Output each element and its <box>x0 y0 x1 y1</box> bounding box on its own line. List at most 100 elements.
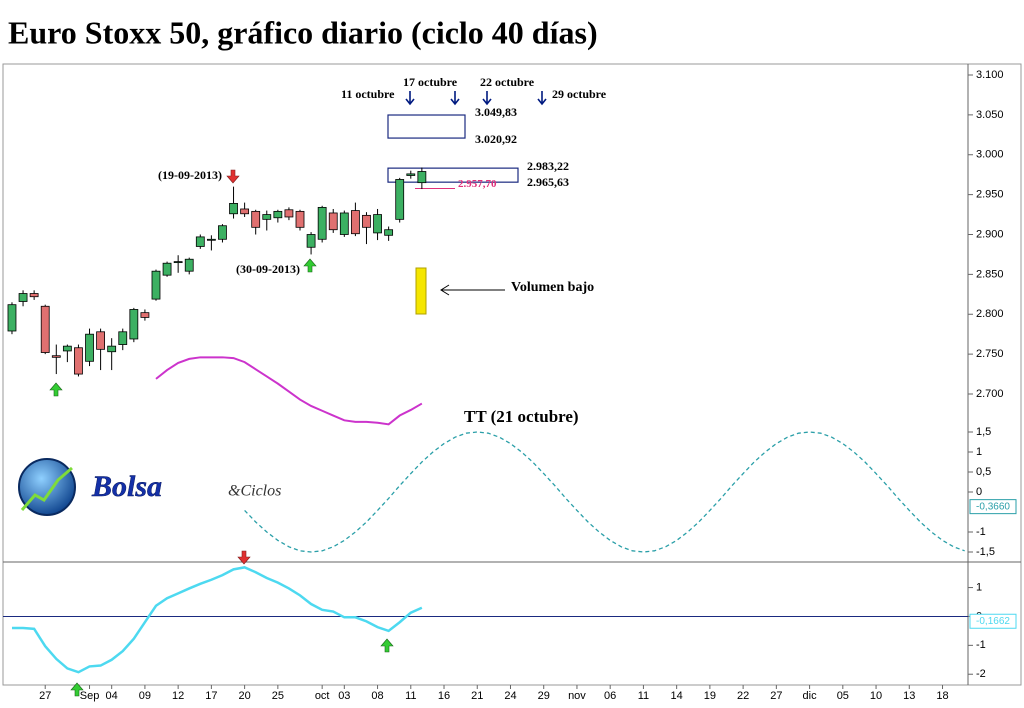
x-tick-label: 22 <box>737 690 749 702</box>
candle-body <box>118 331 128 345</box>
candle-body <box>317 206 327 240</box>
value-tag <box>969 613 1017 629</box>
candle-body <box>284 209 294 218</box>
y-tick-label: 1 <box>976 446 982 458</box>
annotation: 22 octubre <box>480 75 535 89</box>
logo: Bolsa &Ciclos <box>18 458 281 516</box>
x-tick-label: 09 <box>139 690 151 702</box>
x-tick-label: 24 <box>504 690 516 702</box>
candle-body <box>417 171 427 184</box>
logo-name: Bolsa <box>91 470 162 503</box>
annotation: (30-09-2013) <box>236 262 300 276</box>
x-tick-label: 25 <box>272 690 284 702</box>
candle-body <box>295 210 305 228</box>
candle-body <box>251 210 261 228</box>
candle-body <box>262 214 272 220</box>
candle-body <box>373 214 382 234</box>
annotation-arrow <box>440 284 505 296</box>
level-box <box>387 114 466 139</box>
candle-body <box>96 331 106 350</box>
candle-body <box>173 261 183 264</box>
candle-body <box>85 333 94 362</box>
annotation: (19-09-2013) <box>158 168 222 182</box>
level-label: 2.957,70 <box>458 178 497 190</box>
y-tick-label: 2.700 <box>976 388 1004 400</box>
x-tick-label: nov <box>568 690 586 702</box>
x-tick-label: 21 <box>471 690 483 702</box>
plot-frame <box>2 63 1022 686</box>
candle-body <box>339 212 349 235</box>
candle-body <box>62 345 72 352</box>
value-tag-label: -0,3660 <box>976 501 1010 512</box>
candle-body <box>162 262 172 276</box>
cycle-label: TT (21 octubre) <box>464 407 579 426</box>
y-tick-label: -1,5 <box>976 546 995 558</box>
signal-arrows <box>226 169 251 565</box>
y-tick-label: 1,5 <box>976 426 991 438</box>
x-tick-label: 12 <box>172 690 184 702</box>
level-label: 2.965,63 <box>527 175 569 189</box>
candle-body <box>229 202 238 215</box>
candle-body <box>273 210 283 219</box>
annotation: 11 octubre <box>341 87 395 101</box>
y-tick-label: 2.900 <box>976 228 1004 240</box>
x-tick-label: 06 <box>604 690 616 702</box>
candle-body <box>206 238 216 241</box>
y-tick-label: 1 <box>976 581 982 593</box>
volume-highlight <box>415 267 427 315</box>
candle-body <box>7 304 17 332</box>
x-tick-label: oct <box>315 690 330 702</box>
x-tick-label: 19 <box>704 690 716 702</box>
y-tick-label: 3.100 <box>976 69 1004 81</box>
candle-body <box>195 236 205 247</box>
candle-body <box>107 345 117 353</box>
candle-body <box>306 234 316 248</box>
annotation: 29 octubre <box>552 87 607 101</box>
candle-body <box>184 258 194 272</box>
y-tick-label: 0,5 <box>976 466 991 478</box>
candle-body <box>328 212 338 231</box>
y-tick-label: -1 <box>976 526 986 538</box>
candle-body <box>350 210 360 235</box>
x-tick-label: 10 <box>870 690 882 702</box>
level-label: 3.020,92 <box>475 132 517 146</box>
y-tick-label: 0 <box>976 486 982 498</box>
candle-body <box>40 305 50 353</box>
candle-body <box>362 214 371 228</box>
annotation: 17 octubre <box>403 75 458 89</box>
x-tick-label: 04 <box>106 690 118 702</box>
level-label: 3.049,83 <box>475 105 517 119</box>
x-tick-label: 27 <box>770 690 782 702</box>
moving-average <box>155 356 423 426</box>
candle-body <box>406 173 416 176</box>
candle-body <box>51 355 61 358</box>
x-tick-label: 16 <box>438 690 450 702</box>
x-tick-label: dic <box>803 690 818 702</box>
x-tick-label: 18 <box>936 690 948 702</box>
x-tick-label: 20 <box>238 690 250 702</box>
logo-globe <box>18 458 76 516</box>
x-tick-label: 11 <box>405 690 416 702</box>
x-tick-label: Sep <box>80 690 100 702</box>
value-tag <box>969 499 1017 515</box>
level-label: 2.983,22 <box>527 159 569 173</box>
x-tick-label: 03 <box>338 690 350 702</box>
y-tick-label: -2 <box>976 668 986 680</box>
x-tick-label: 13 <box>903 690 915 702</box>
y-tick-label: 2.800 <box>976 308 1004 320</box>
date-arrows <box>405 90 547 105</box>
candle-body <box>218 225 227 240</box>
chart-title: Euro Stoxx 50, gráfico diario (ciclo 40 … <box>8 14 598 50</box>
annotation: Volumen bajo <box>511 280 594 295</box>
x-tick-label: 27 <box>39 690 51 702</box>
candle-body <box>129 309 139 340</box>
candle-body <box>29 293 39 298</box>
y-tick-label: 3.050 <box>976 109 1004 121</box>
candle-body <box>240 208 250 215</box>
candle-body <box>151 270 161 300</box>
x-tick-label: 14 <box>671 690 683 702</box>
y-tick-label: 3.000 <box>976 149 1004 161</box>
y-tick-label: 2.850 <box>976 268 1004 280</box>
candle-body <box>384 229 394 236</box>
